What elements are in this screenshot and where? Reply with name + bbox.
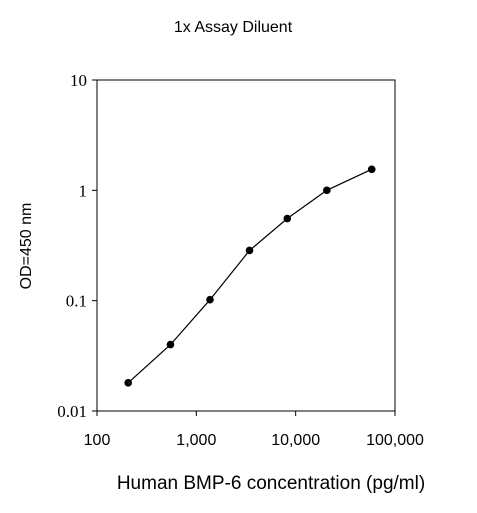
data-point [166,340,175,349]
series-line [127,168,372,384]
data-points [124,165,376,387]
x-axis-label: Human BMP-6 concentration (pg/ml) [117,473,425,494]
y-tick-label: 1 [79,181,88,200]
x-axis-ticks: 100 1,000 10,000 100,000 [84,411,424,449]
y-axis-ticks: 0.01 0.1 1 10 [57,71,97,421]
y-axis-label: OD=450 nm [18,203,35,290]
y-tick-label: 0.1 [66,292,87,311]
y-tick-label: 0.01 [57,402,87,421]
x-tick-label: 100 [84,432,111,449]
data-point [124,379,132,387]
data-point [323,186,331,195]
plot-area [96,79,396,412]
data-point [367,165,376,174]
x-tick-label: 1,000 [176,432,216,449]
y-tick-label: 10 [70,71,87,90]
data-point [283,214,292,223]
data-point [245,246,254,255]
x-tick-label: 10,000 [271,432,320,449]
x-tick-label: 100,000 [366,432,424,449]
data-point [206,295,214,304]
chart-title: 1x Assay Diluent [174,19,293,36]
